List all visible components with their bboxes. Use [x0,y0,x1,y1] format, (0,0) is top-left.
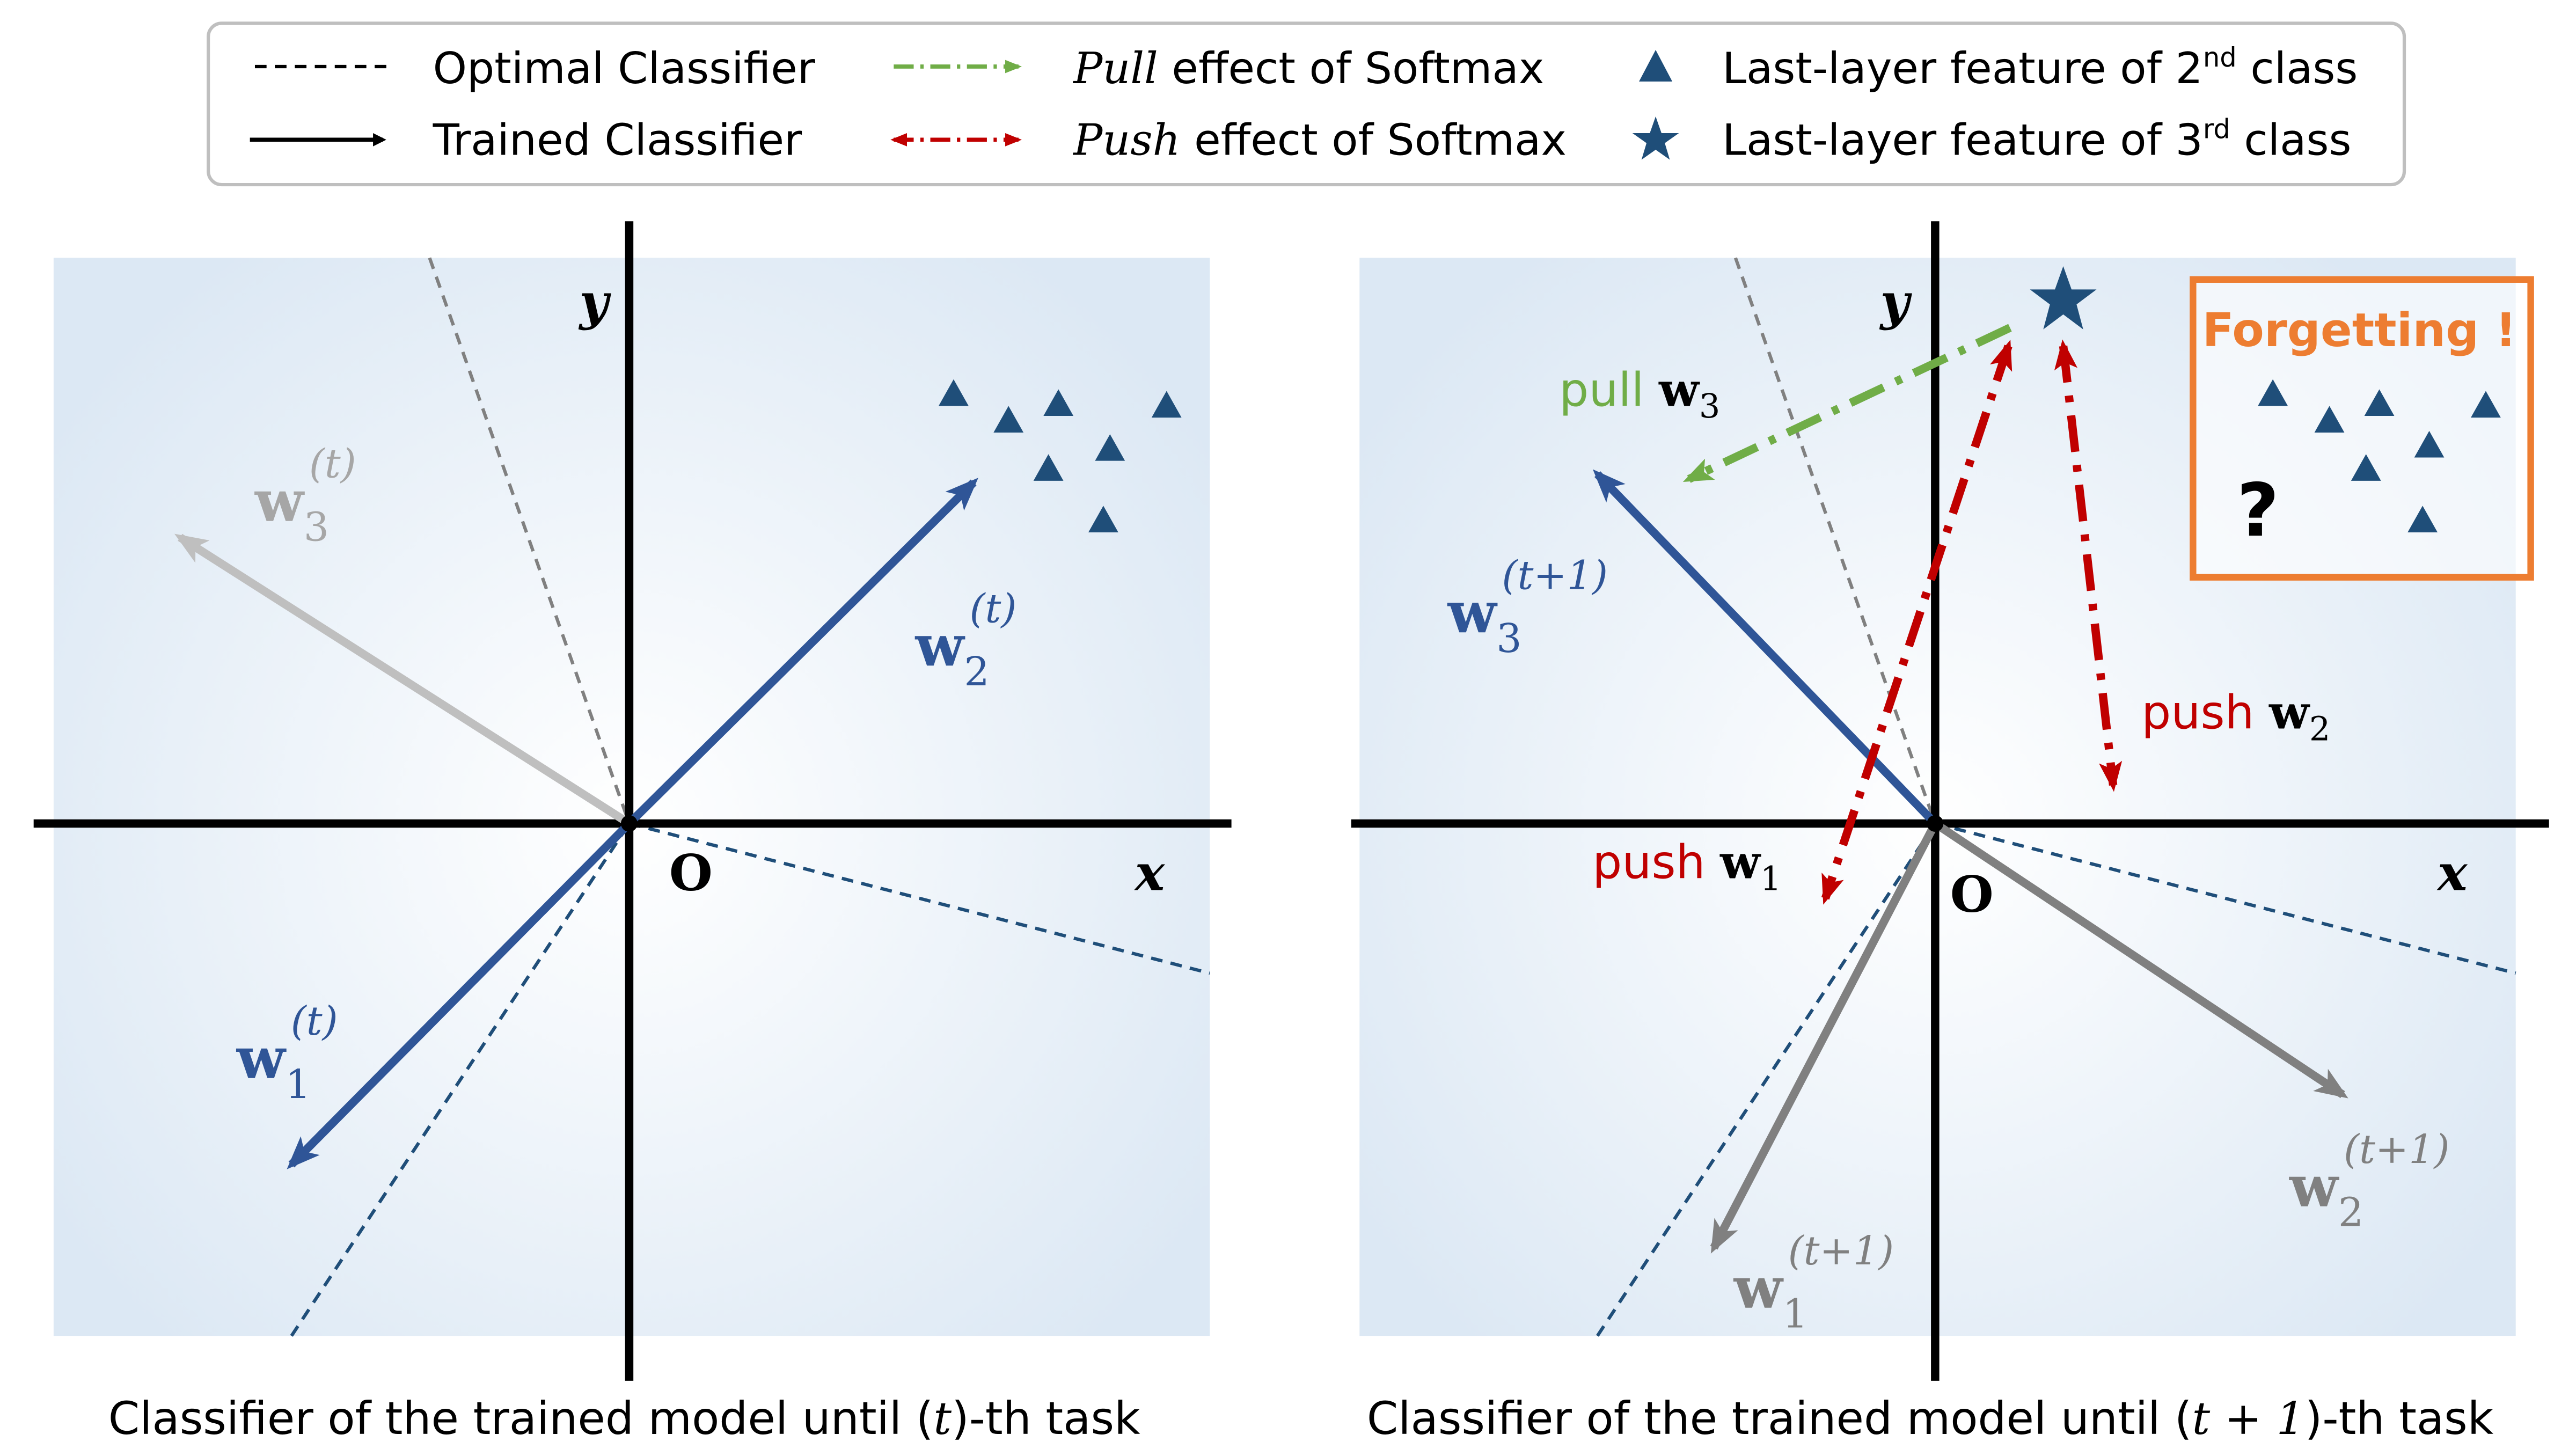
optimal-boundary [628,822,1211,975]
origin-label: O [669,843,713,902]
w2-label: w2(t) [915,585,1017,695]
origin-point [1927,815,1944,832]
w1-arrow [287,820,632,1169]
left-panel: O x y w3(t) w2(t) w1(t) Classifier of th… [33,221,1232,1445]
w3-label: w3(t) [254,441,356,551]
star-icon [1632,116,1679,160]
optimal-boundary [1596,822,1937,1337]
triangle-icon [993,406,1024,433]
x-axis-label: x [2436,843,2468,902]
triangle-icon [2471,391,2501,418]
pull-w3-arrow [1682,324,2012,483]
triangle-icon [1043,389,1074,416]
forgetting-box: Forgetting ! ? [2190,276,2534,581]
left-caption: Classifier of the trained model until (t… [108,1392,1140,1445]
push-w1-label: push w1 [1592,836,1781,898]
legend-trained: Trained Classifier [433,115,802,165]
triangle-icon [1033,454,1064,481]
triangle-icon [2314,406,2345,433]
triangle-icon [2364,389,2395,416]
triangle-icon [939,379,969,406]
triangle-icon [1639,49,1673,82]
push-w2-arrow [2054,339,2123,792]
question-mark: ? [2237,468,2279,553]
class2-features [939,379,1182,532]
triangle-icon [1095,434,1125,461]
x-axis-label: x [1134,843,1166,902]
triangle-icon [2258,379,2288,406]
legend-pull: Pull effect of Softmax [1072,43,1544,94]
triangle-icon [2407,506,2438,532]
triangle-icon [1088,506,1118,532]
w2-label: w2(t+1) [2289,1126,2449,1236]
optimal-boundary [290,822,631,1337]
w3-label: w3(t+1) [1447,552,1608,662]
push-w1-arrow [1821,340,2012,905]
legend: Optimal Classifier Trained Classifier Pu… [207,21,2406,187]
pull-w3-label: pull w3 [1559,363,1720,426]
legend-push: Push effect of Softmax [1072,115,1567,165]
w3-arrow [174,533,632,827]
right-caption: Classifier of the trained model until (t… [1367,1392,2494,1445]
origin-point [620,815,638,832]
star-icon [2030,266,2097,330]
optimal-boundary [428,257,631,824]
class2-features [2258,379,2501,532]
legend-feature-3rd: Last-layer feature of 3rd class [1722,113,2351,165]
triangle-icon [2351,454,2381,481]
origin-label: O [1950,865,1994,924]
triangle-icon [2414,430,2445,458]
w2-arrow [626,478,978,826]
y-axis-label: y [1879,273,1913,331]
w1-label: w1(t) [236,998,338,1108]
right-panel: y O x Forgetting ! ? pull w3 push w2 pus… [1351,221,2549,1445]
triangle-icon [1151,391,1182,418]
y-axis-label: y [578,273,611,331]
forgetting-label: Forgetting ! [2202,303,2517,357]
legend-feature-2nd: Last-layer feature of 2nd class [1722,42,2358,94]
optimal-boundary [1935,822,2516,975]
w1-label: w1(t+1) [1733,1227,1894,1337]
push-w2-label: push w2 [2141,686,2330,749]
legend-optimal: Optimal Classifier [433,43,816,94]
